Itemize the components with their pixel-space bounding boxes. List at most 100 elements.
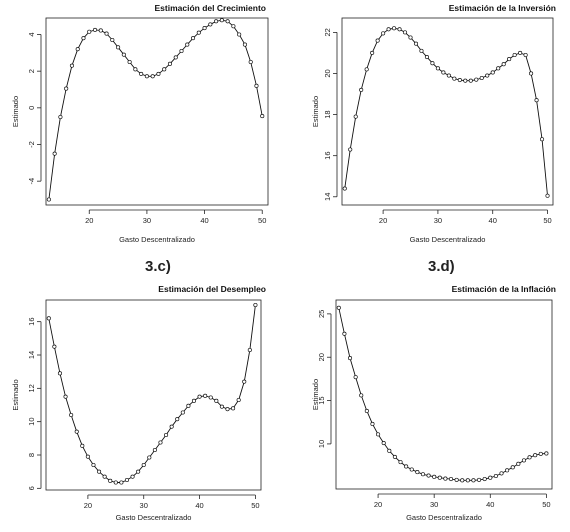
data-point [237, 32, 242, 37]
data-point [208, 22, 213, 27]
caption-3c: 3.c) [145, 258, 171, 275]
data-point [104, 31, 109, 36]
data-point [488, 475, 493, 480]
data-point [203, 393, 208, 398]
data-point [516, 461, 521, 466]
data-point [208, 395, 213, 400]
data-point [468, 78, 473, 83]
data-point [413, 41, 419, 46]
data-point [443, 476, 448, 481]
y-tick-label: 2 [27, 69, 36, 73]
data-point [119, 480, 124, 485]
x-tick-label: 30 [143, 216, 151, 225]
x-axis-label: Gasto Descentralizado [116, 513, 192, 522]
data-point [81, 36, 86, 41]
data-point [527, 455, 532, 460]
data-point [102, 474, 107, 479]
data-point [452, 76, 457, 81]
data-point [493, 473, 498, 479]
data-point [219, 18, 224, 23]
caption-3d: 3.d) [428, 258, 455, 275]
data-point [196, 30, 201, 35]
y-tick-label: 22 [323, 28, 332, 36]
data-point [173, 55, 178, 60]
y-axis-label: Estimado [11, 96, 20, 127]
x-tick-label: 50 [258, 216, 266, 225]
data-point [342, 331, 347, 336]
data-point [544, 451, 549, 456]
data-point [426, 473, 431, 478]
data-point [190, 36, 196, 41]
data-point [144, 74, 149, 79]
y-tick-label: 14 [323, 193, 332, 201]
data-point [471, 478, 476, 483]
data-point [186, 403, 191, 408]
data-point [359, 393, 364, 398]
x-tick-label: 30 [430, 500, 438, 509]
y-tick-label: 20 [323, 69, 332, 77]
data-point [419, 48, 424, 53]
data-point [169, 424, 174, 429]
data-point [225, 19, 230, 24]
plot-frame [45, 299, 262, 491]
data-point [52, 344, 57, 349]
data-point [448, 476, 454, 482]
chart-title-inversion: Estimación de la Inversión [449, 3, 556, 13]
data-point [507, 57, 512, 62]
data-point [353, 114, 358, 119]
data-point [446, 73, 451, 78]
data-point [98, 28, 103, 33]
y-tick-label: 18 [323, 110, 332, 118]
data-point [381, 441, 386, 446]
data-point [156, 71, 161, 76]
x-tick-label: 20 [374, 500, 382, 509]
data-point [347, 356, 353, 361]
data-point [529, 71, 534, 76]
data-point [460, 478, 465, 483]
data-point [167, 61, 173, 66]
data-point [75, 47, 80, 52]
data-point [231, 24, 236, 29]
plot-frame [335, 299, 553, 490]
data-point [545, 193, 550, 198]
x-axis-label: Gasto Descentralizado [119, 235, 195, 244]
data-point [219, 404, 224, 409]
data-point [485, 73, 490, 78]
data-point [185, 42, 190, 47]
data-point [254, 83, 259, 88]
data-point [398, 460, 403, 465]
y-tick-label: 4 [27, 32, 36, 36]
y-axis-label: Estimado [311, 96, 320, 127]
data-point [521, 458, 526, 463]
data-point [69, 63, 74, 68]
data-point [92, 27, 98, 32]
data-point [336, 305, 341, 310]
y-tick-label: 20 [317, 353, 326, 361]
x-tick-label: 40 [486, 500, 494, 509]
data-point [247, 347, 252, 353]
x-tick-label: 20 [379, 216, 387, 225]
data-point [534, 98, 539, 103]
data-point [381, 31, 386, 36]
x-tick-label: 50 [542, 500, 550, 509]
data-point [97, 469, 102, 474]
y-tick-label: 14 [27, 351, 36, 359]
data-point [191, 398, 197, 403]
data-point [538, 451, 543, 456]
data-point [46, 197, 51, 202]
data-point [496, 66, 501, 71]
chart-panel-crecimiento: Estimación del Crecimiento 20 30 40 50 -4 -2 0 2… [11, 3, 269, 244]
x-tick-label: 30 [434, 216, 442, 225]
data-point [408, 35, 413, 40]
y-tick-label: 10 [27, 417, 36, 425]
x-axis-label: Gasto Descentralizado [410, 235, 486, 244]
data-point [474, 77, 479, 82]
data-point [162, 67, 167, 72]
x-tick-label: 20 [85, 216, 93, 225]
data-point [180, 410, 185, 415]
data-point [179, 48, 184, 54]
chart-title-desempleo: Estimación del Desempleo [158, 284, 266, 294]
x-tick-label: 40 [200, 216, 208, 225]
data-point [387, 448, 392, 453]
data-point [147, 455, 152, 460]
